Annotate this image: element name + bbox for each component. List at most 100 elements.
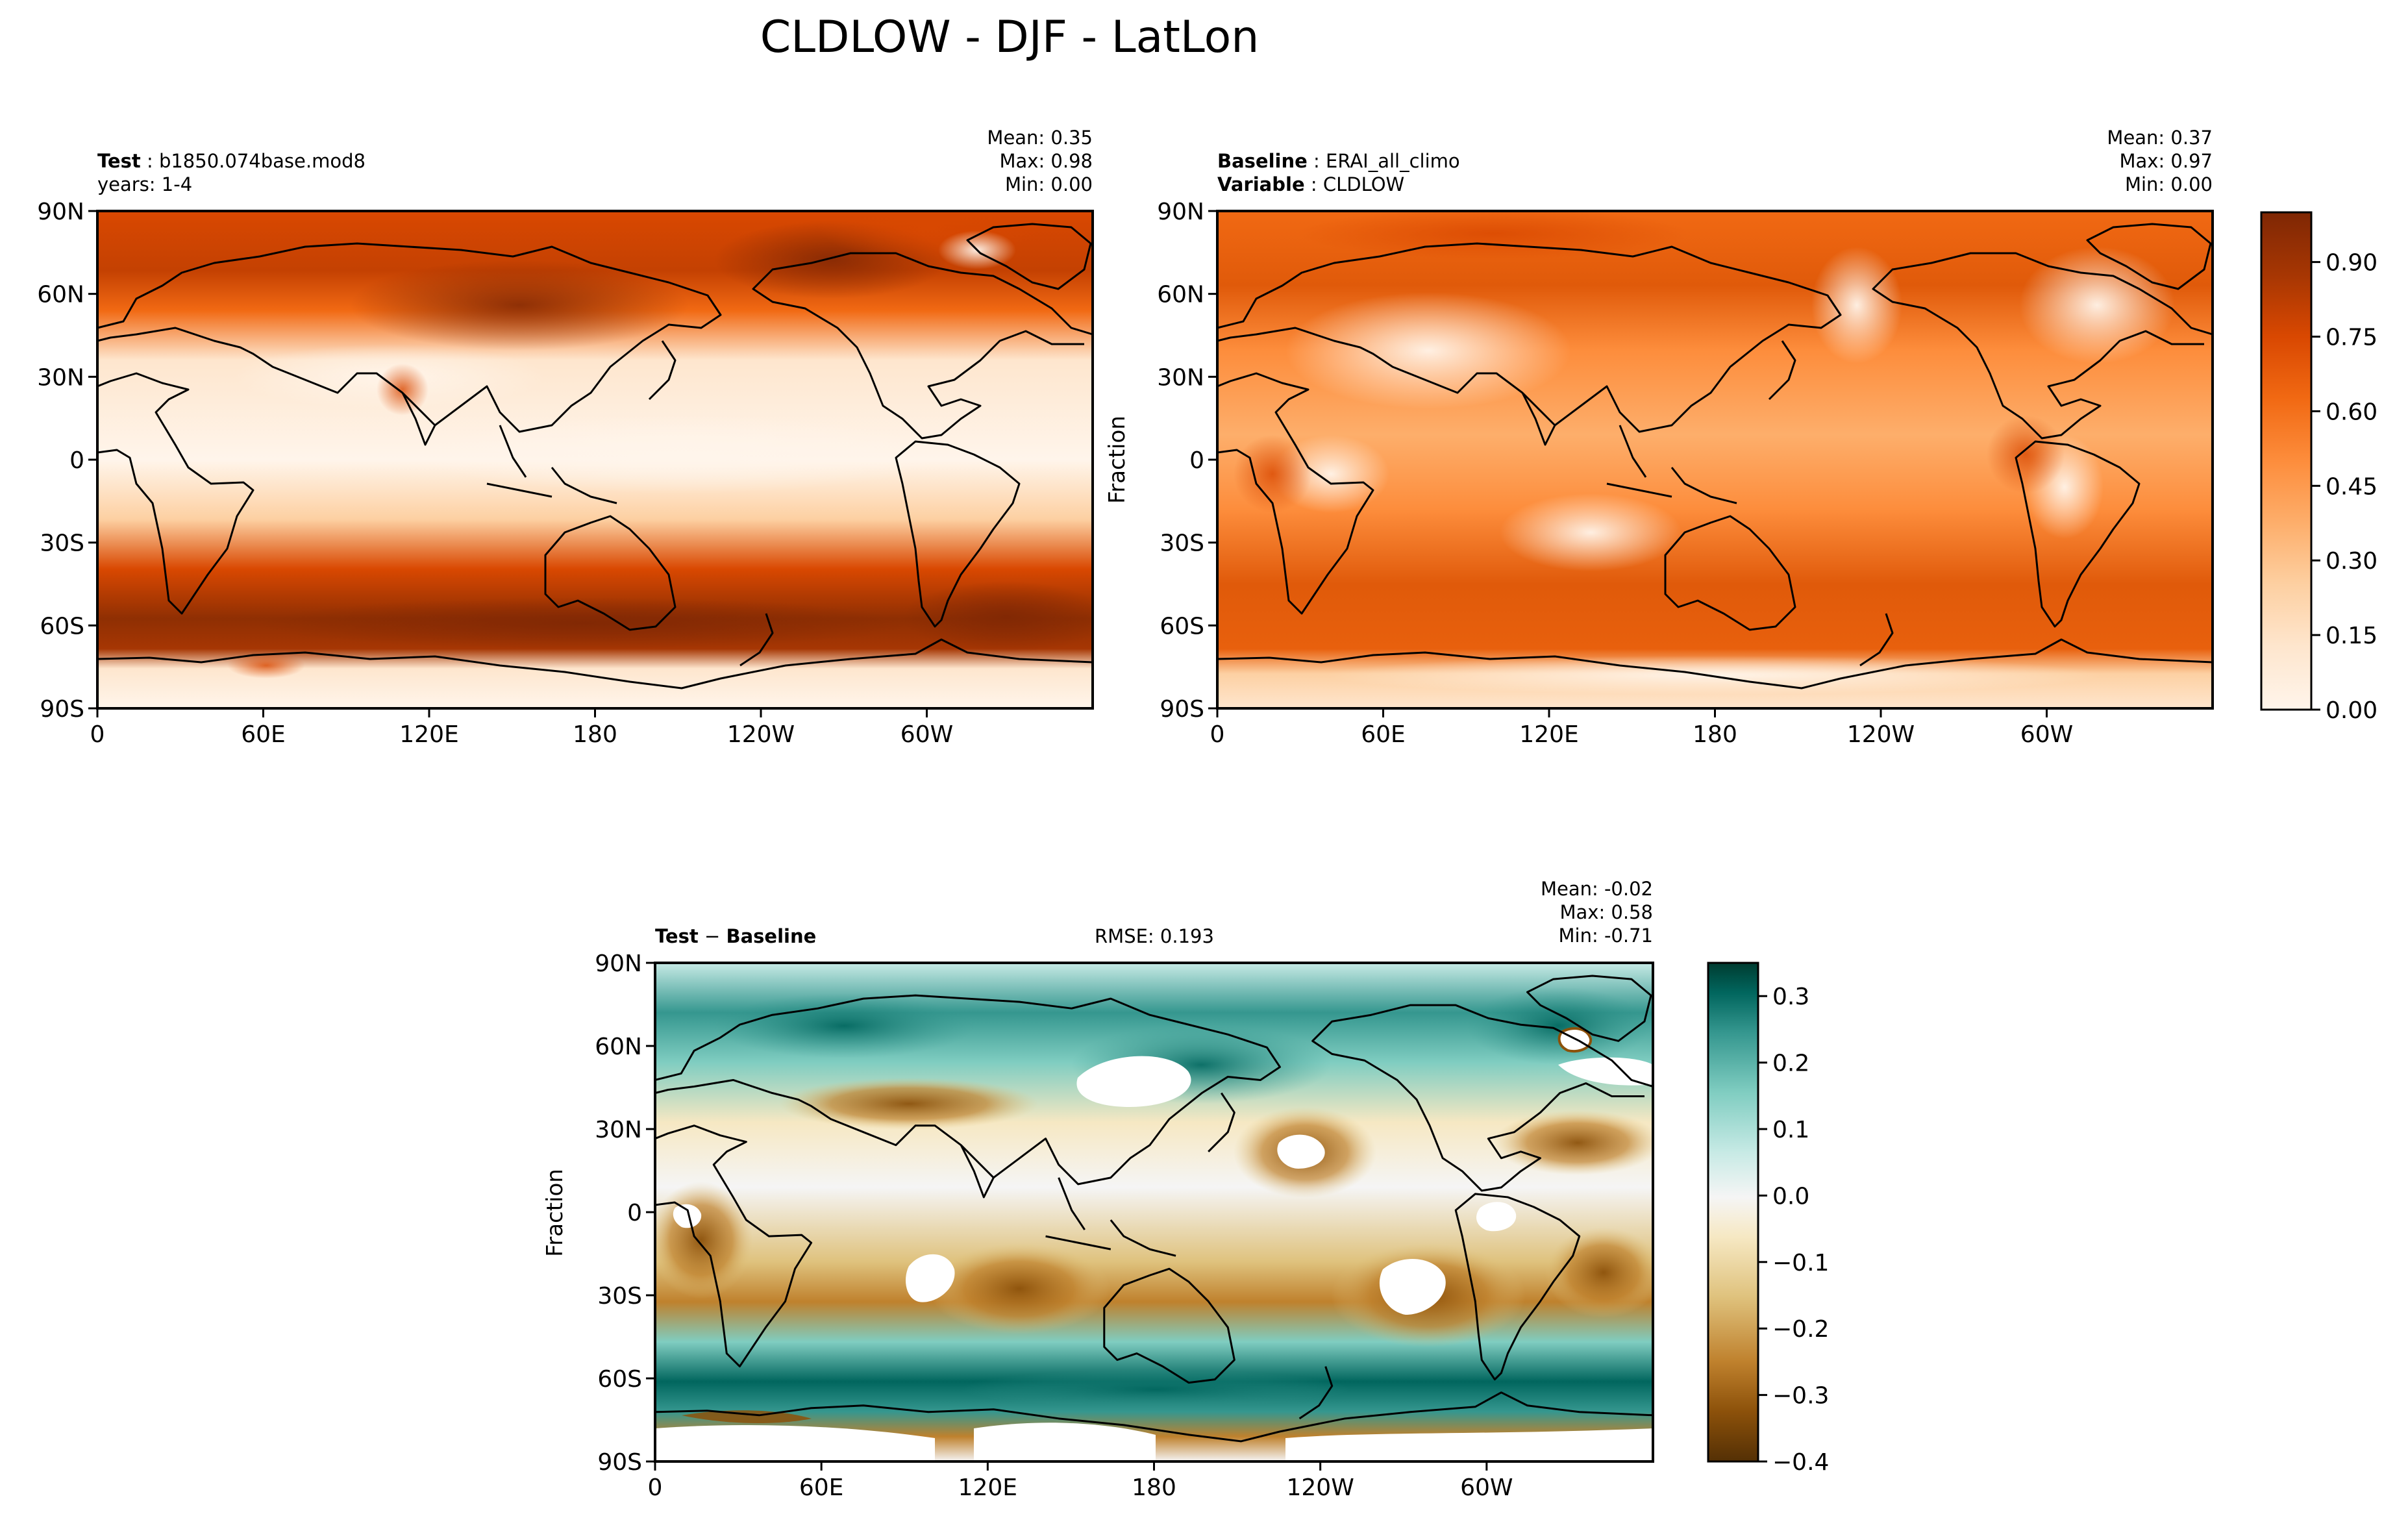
y-tick-label: 90N	[595, 951, 642, 977]
coastline	[401, 392, 436, 446]
x-tick-label: 180	[1132, 1474, 1176, 1501]
x-tick-label: 60E	[799, 1474, 844, 1501]
diff-coastlines	[654, 975, 1654, 1443]
y-tick-label: 60N	[595, 1034, 642, 1060]
variable-label: Variable : CLDLOW	[1217, 173, 1404, 195]
x-tick-label: 120E	[1519, 721, 1578, 748]
coastline	[97, 638, 1093, 690]
diff-mean: Mean: -0.02	[1541, 878, 1653, 900]
coastline	[1521, 392, 1556, 446]
figure-title: CLDLOW - DJF - LatLon	[760, 12, 1260, 63]
coastline	[1045, 1177, 1176, 1257]
y-tick-label: 30S	[40, 530, 84, 557]
x-tick-label: 180	[1693, 721, 1737, 748]
coastline	[752, 252, 1093, 440]
colorbar-tick-label: 0.15	[2326, 623, 2377, 649]
colorbar-tick-label: 0.00	[2326, 697, 2377, 724]
colorbar-tick-label: −0.3	[1772, 1383, 1829, 1410]
coastline	[1454, 1193, 1581, 1381]
coastline	[1311, 1004, 1654, 1192]
test-years: years: 1-4	[97, 173, 192, 195]
y-tick-label: 60S	[1160, 613, 1204, 640]
x-tick-label: 0	[648, 1474, 663, 1501]
y-tick-label: 30N	[37, 364, 84, 391]
y-tick-label: 90S	[1160, 696, 1204, 723]
y-tick-label: 0	[627, 1200, 642, 1226]
diff-rmse: RMSE: 0.193	[1095, 925, 1214, 947]
coastline	[1217, 638, 2213, 690]
y-tick-label: 60S	[597, 1366, 642, 1393]
colorbar-fraction-ticks: 0.00 0.15 0.30 0.45 0.60 0.75 0.90	[2311, 250, 2377, 724]
coastline	[1103, 1267, 1235, 1384]
x-tick-label: 120W	[1287, 1474, 1354, 1501]
x-tick-label: 0	[1210, 721, 1225, 748]
coastline	[1872, 252, 2213, 440]
coastline	[648, 340, 676, 401]
coastline	[97, 372, 254, 615]
baseline-min: Min: 0.00	[2125, 173, 2213, 195]
coastline	[544, 515, 676, 631]
y-tick-label: 90N	[1157, 199, 1204, 225]
baseline-ylabel: Fraction	[1104, 416, 1130, 504]
coastline	[654, 1125, 813, 1368]
x-tick-label: 60E	[1361, 721, 1406, 748]
x-tick-label: 120E	[958, 1474, 1017, 1501]
coastline	[654, 1391, 1654, 1443]
colorbar-tick-label: −0.4	[1772, 1449, 1829, 1476]
diff-label-op: −	[704, 925, 720, 947]
coastline	[1664, 515, 1796, 631]
coastline	[1298, 1366, 1334, 1420]
test-max: Max: 0.98	[999, 150, 1093, 172]
coastline	[1526, 975, 1652, 1042]
test-label: Test : b1850.074base.mod8	[97, 150, 366, 172]
colorbar-tick-label: −0.2	[1772, 1316, 1829, 1343]
panel-diff: Mean: -0.02 Max: 0.58 Min: -0.71 Test − …	[542, 878, 1654, 1501]
diff-label-test: Test	[655, 925, 699, 947]
coastline	[960, 1145, 995, 1199]
x-tick-label: 120W	[1847, 721, 1915, 748]
y-tick-label: 30S	[597, 1283, 642, 1310]
coastline	[895, 440, 1021, 628]
diff-label-baseline: Baseline	[726, 925, 816, 947]
colorbar-tick-label: 0.60	[2326, 399, 2377, 425]
variable-label-text: CLDLOW	[1323, 173, 1404, 195]
diff-max: Max: 0.58	[1559, 901, 1653, 923]
baseline-coastlines	[1217, 223, 2213, 690]
diff-label: Test − Baseline	[655, 925, 816, 947]
x-tick-label: 60E	[241, 721, 286, 748]
colorbar-diff-bar	[1707, 962, 1759, 1463]
colorbar-tick-label: 0.3	[1772, 984, 1809, 1010]
coastline	[1217, 242, 1842, 433]
colorbar-tick-label: 0.1	[1772, 1117, 1809, 1143]
x-tick-label: 60W	[900, 721, 953, 748]
test-axis-ticks: 0 60E 120E 180 120W 60W 90N 60N 30N 0 30S 60S 90S	[37, 199, 953, 748]
panel-baseline: Mean: 0.37 Max: 0.97 Min: 0.00 Baseline …	[1104, 127, 2214, 748]
diff-ylabel: Fraction	[542, 1169, 568, 1257]
diff-axis-ticks: 0 60E 120E 180 120W 60W 90N 60N 30N 0 30S 60S 90S	[595, 951, 1513, 1501]
coastline	[1208, 1092, 1235, 1152]
baseline-map	[1217, 211, 2213, 708]
x-tick-label: 0	[90, 721, 105, 748]
y-tick-label: 0	[1189, 447, 1204, 474]
coastline	[654, 994, 1281, 1186]
diff-map	[655, 963, 1653, 1461]
x-tick-label: 60W	[2020, 721, 2073, 748]
coastline	[739, 613, 774, 667]
y-tick-label: 90S	[597, 1449, 642, 1476]
variable-label-bold: Variable	[1217, 173, 1305, 195]
test-label-bold: Test	[97, 150, 141, 172]
baseline-max: Max: 0.97	[2119, 150, 2213, 172]
coastline	[2015, 440, 2141, 628]
baseline-axis-ticks: 0 60E 120E 180 120W 60W 90N 60N 30N 0 30S 60S 90S	[1157, 199, 2073, 748]
y-tick-label: 60N	[37, 282, 84, 308]
coastline	[1859, 613, 1894, 667]
colorbar-diff: −0.4 −0.3 −0.2 −0.1 0.0 0.1 0.2 0.3	[1707, 962, 1829, 1476]
x-tick-label: 120E	[399, 721, 458, 748]
x-tick-label: 120W	[727, 721, 795, 748]
test-min: Min: 0.00	[1005, 173, 1093, 195]
colorbar-tick-label: 0.0	[1772, 1183, 1809, 1210]
baseline-label-text: ERAI_all_climo	[1326, 150, 1460, 172]
y-tick-label: 60S	[40, 613, 84, 640]
baseline-label-bold: Baseline	[1217, 150, 1308, 172]
